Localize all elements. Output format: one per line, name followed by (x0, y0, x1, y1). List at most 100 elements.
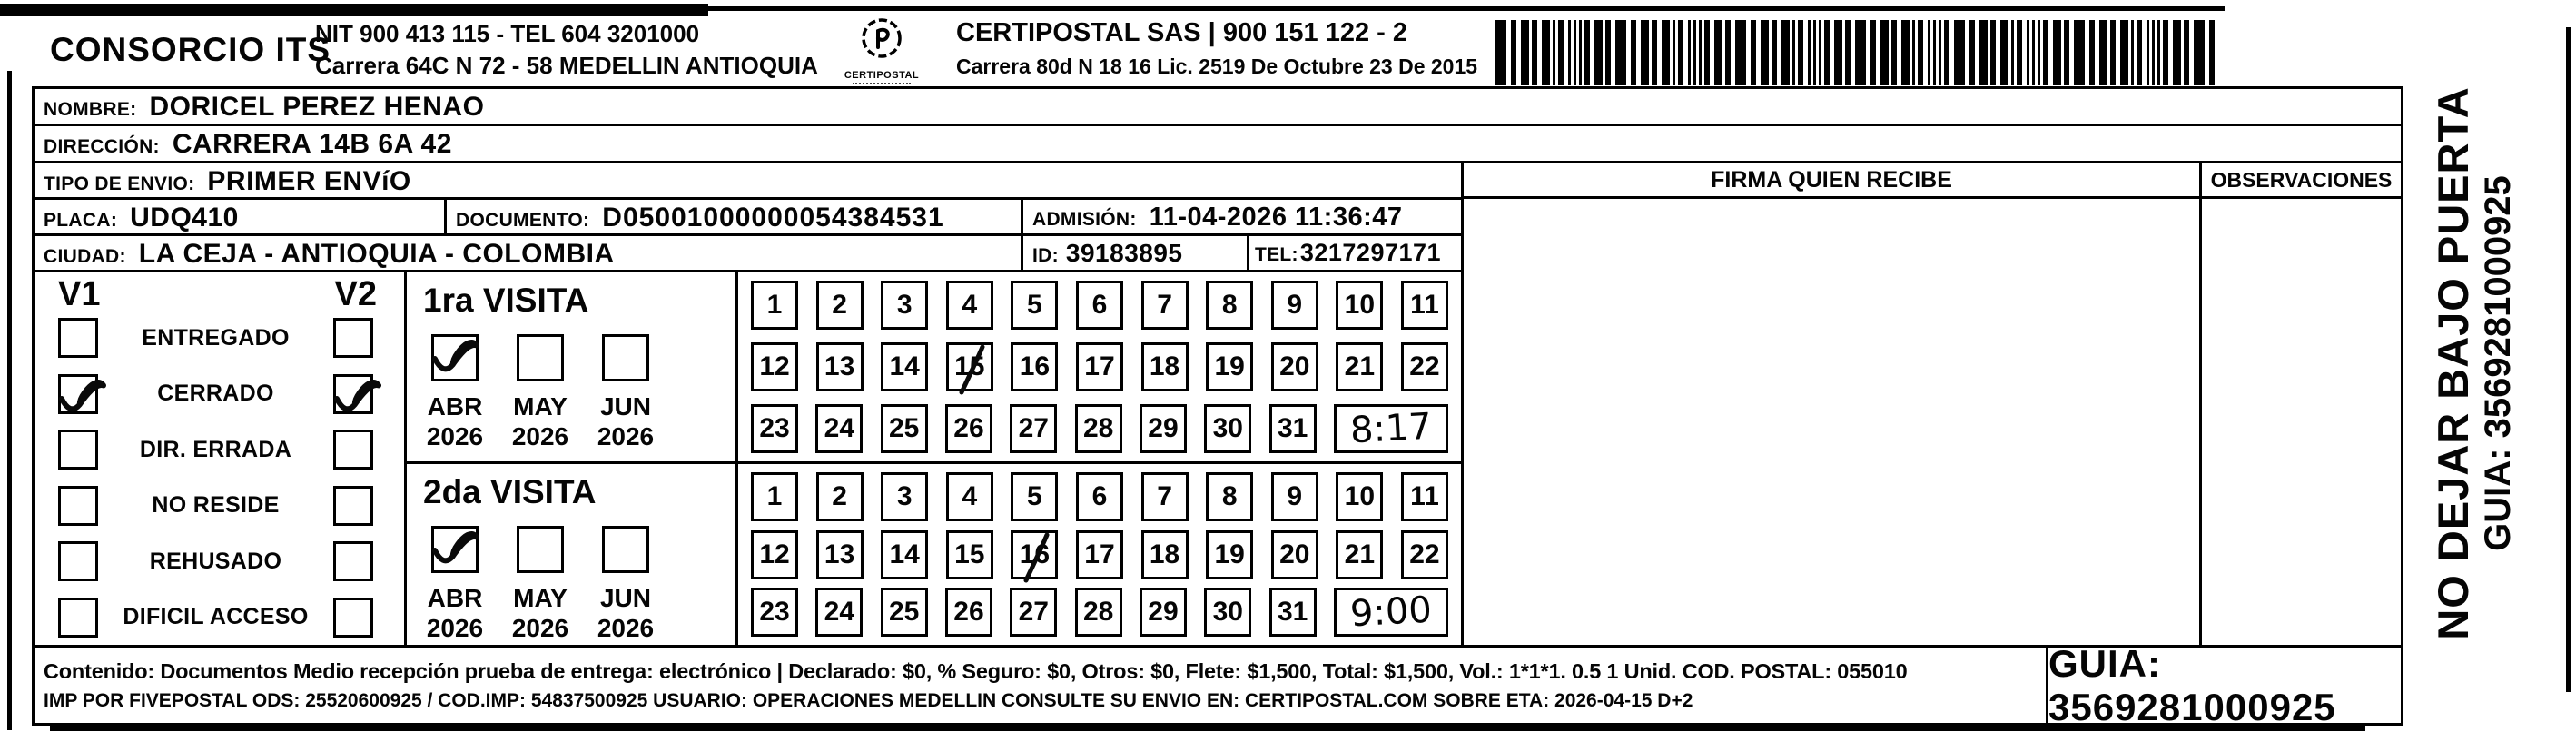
month-year: 2026 (426, 422, 484, 450)
certipostal-logo-icon (862, 18, 902, 58)
month-name: ABR (427, 584, 483, 612)
month-option-abr: ABR 2026 (414, 334, 496, 451)
direccion-value: CARRERA 14B 6A 42 (172, 129, 452, 159)
day-row: 23 24 25 26 27 28 29 30 31 9:00 (751, 588, 1448, 637)
day-11: 11 (1400, 281, 1448, 330)
checkbox-v1-no-reside (58, 485, 98, 526)
status-label: CERRADO (157, 381, 274, 407)
day-13: 13 (815, 529, 864, 579)
month-name: JUN (599, 392, 651, 420)
day-31: 31 (1268, 588, 1317, 637)
visita1-panel: 1ra VISITA ABR 2026 MAY 2026 JUN 2026 (404, 270, 738, 464)
ciudad-value: LA CEJA - ANTIOQUIA - COLOMBIA (138, 239, 615, 269)
checkbox-month-jun (602, 334, 649, 381)
tel-label: TEL: (1255, 244, 1298, 265)
day-8: 8 (1206, 472, 1254, 521)
day-26: 26 (944, 404, 992, 453)
month-year: 2026 (511, 614, 569, 642)
month-name: MAY (513, 392, 568, 420)
day-10: 10 (1336, 281, 1384, 330)
status-label: DIR. ERRADA (139, 436, 292, 462)
admision-label: ADMISIÓN: (1032, 209, 1137, 230)
visita-title: 2da VISITA (423, 473, 597, 510)
day-29: 29 (1139, 588, 1187, 637)
company-contact-block: NIT 900 413 115 - TEL 604 3201000 Carrer… (315, 18, 818, 82)
checkbox-v1-dir-errada (58, 430, 98, 470)
month-option-jun: JUN 2026 (585, 334, 666, 451)
month-option-abr: ABR 2026 (414, 526, 496, 643)
documento-label: DOCUMENTO: (456, 210, 590, 231)
tipo-envio-row: TIPO DE ENVIO: PRIMER ENVíO (32, 161, 1464, 200)
day-5: 5 (1011, 472, 1059, 521)
day-30: 30 (1204, 404, 1252, 453)
month-year: 2026 (511, 422, 569, 450)
certipostal-block: CERTIPOSTAL SAS | 900 151 122 - 2 Carrer… (956, 18, 1477, 79)
day-21: 21 (1336, 342, 1384, 391)
day-7: 7 (1140, 472, 1189, 521)
handwritten-day-mark (959, 344, 985, 395)
tel-cell: TEL: 3217297171 (1247, 233, 1464, 272)
checkbox-month-may (517, 334, 564, 381)
direccion-label: DIRECCIÓN: (44, 136, 160, 157)
barcode (1495, 20, 2215, 85)
handwritten-time-box: 8:17 (1333, 404, 1448, 453)
admision-value: 11-04-2026 11:36:47 (1149, 203, 1403, 232)
day-3: 3 (881, 472, 929, 521)
certipostal-company-line: CERTIPOSTAL SAS | 900 151 122 - 2 (956, 18, 1408, 47)
side-vertical-text: NO DEJAR BAJO PUERTA GUIA: 3569281000925 (2406, 78, 2542, 648)
certipostal-logo: CERTIPOSTAL (843, 15, 921, 84)
day-9: 9 (1270, 281, 1318, 330)
visit-columns-header: V1 V2 (35, 272, 404, 312)
day-25: 25 (880, 404, 928, 453)
day-22: 22 (1400, 342, 1448, 391)
day-19: 19 (1206, 529, 1254, 579)
guia-number-box: GUIA: 3569281000925 (2046, 642, 2403, 728)
day-9: 9 (1270, 472, 1318, 521)
handwritten-check-mark (58, 379, 107, 411)
tipo-envio-value: PRIMER ENVíO (207, 166, 411, 196)
id-value: 39183895 (1065, 239, 1183, 267)
footer-info-cell: Contenido: Documentos Medio recepción pr… (32, 645, 2048, 726)
day-10: 10 (1336, 472, 1384, 521)
day-28: 28 (1074, 404, 1122, 453)
documento-cell: DOCUMENTO: D05001000000054384531 (444, 197, 1023, 236)
status-row: NO RESIDE (35, 485, 404, 526)
day-row: 1 2 3 4 5 6 7 8 9 10 11 (751, 472, 1448, 521)
day-18: 18 (1140, 342, 1189, 391)
day-21: 21 (1336, 529, 1384, 579)
day-29: 29 (1139, 404, 1187, 453)
day-12: 12 (751, 342, 798, 391)
status-label: DIFICIL ACCESO (123, 604, 309, 630)
day-14: 14 (881, 529, 929, 579)
checkbox-v2-rehusado (333, 541, 373, 582)
day-4: 4 (945, 281, 993, 330)
id-label: ID: (1032, 245, 1059, 266)
company-name: CONSORCIO ITS (50, 31, 331, 68)
scan-edge-left (7, 71, 12, 730)
certipostal-address-line: Carrera 80d N 18 16 Lic. 2519 De Octubre… (956, 54, 1478, 78)
checkbox-v1-cerrado (58, 373, 107, 414)
checkbox-v1-rehusado (58, 541, 98, 582)
side-vertical-strip: NO DEJAR BAJO PUERTA GUIA: 3569281000925 (2406, 78, 2542, 648)
day-17: 17 (1075, 529, 1123, 579)
observaciones-area (2199, 196, 2403, 648)
scan-edge-top (708, 6, 2225, 11)
day-row: 12 13 14 15 16 17 18 19 20 21 22 (751, 529, 1448, 582)
day-31: 31 (1268, 404, 1317, 453)
day-6: 6 (1075, 472, 1123, 521)
day-row: 12 13 14 15 16 17 18 19 20 21 22 (751, 342, 1448, 395)
ciudad-cell: CIUDAD: LA CEJA - ANTIOQUIA - COLOMBIA (32, 233, 1023, 272)
handwritten-time: 8:17 (1348, 405, 1434, 452)
handwritten-day-mark (1023, 532, 1050, 582)
day-15: 15 (945, 529, 993, 579)
month-name: JUN (599, 584, 651, 612)
day-26: 26 (944, 588, 992, 637)
checkbox-v2-dir-errada (333, 430, 373, 470)
visita2-panel: 2da VISITA ABR 2026 MAY 2026 JUN 2026 (404, 461, 738, 648)
no-dejar-warning: NO DEJAR BAJO PUERTA (2429, 86, 2477, 640)
day-12: 12 (751, 529, 798, 579)
status-rows: ENTREGADO CERRADO DIR. ERRADA NO RESIDE REHU… (35, 318, 404, 638)
day-7: 7 (1140, 281, 1189, 330)
day-1: 1 (751, 281, 798, 330)
